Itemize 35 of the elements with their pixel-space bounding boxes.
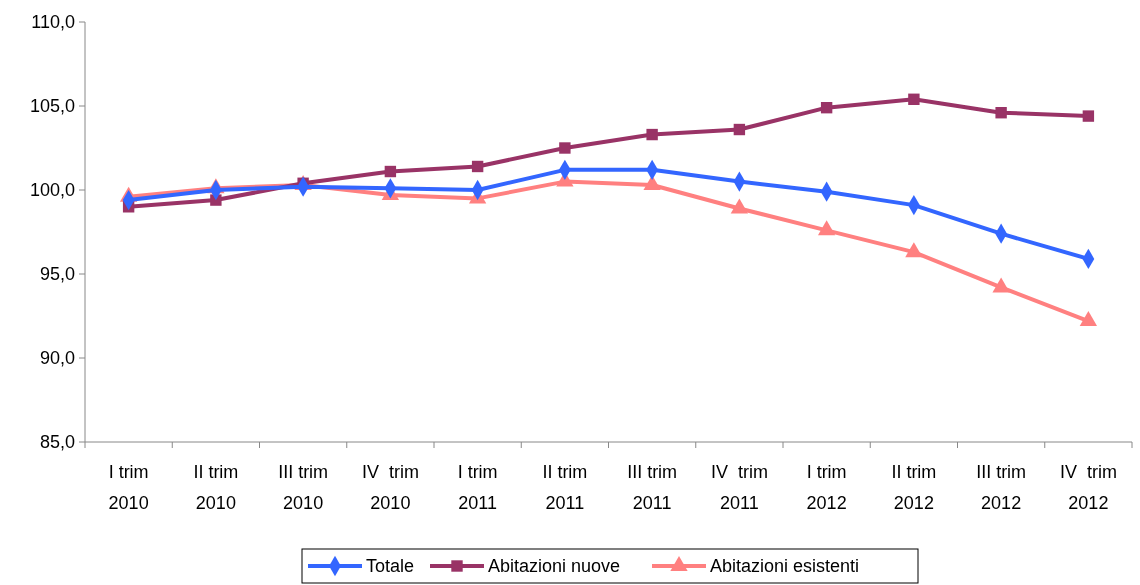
x-tick-label: IV trim 2012 [1059, 462, 1117, 513]
y-tick-label: 85,0 [39, 432, 75, 453]
point [992, 277, 1010, 293]
point [646, 128, 658, 141]
point [1079, 311, 1098, 327]
y-tick-label: 100,0 [29, 180, 75, 201]
point [908, 93, 920, 105]
x-tick-label: III trim 2012 [976, 462, 1027, 513]
x-tick-label: I trim 2012 [806, 462, 847, 513]
point [384, 165, 397, 178]
point [820, 101, 833, 114]
point [817, 220, 836, 236]
point [730, 198, 749, 214]
y-tick-label: 110,0 [31, 12, 75, 33]
x-tick-label: III trim 2010 [278, 462, 329, 513]
x-tick-label: II trim 2012 [891, 462, 937, 513]
point [995, 107, 1007, 119]
x-tick-label: III trim 2011 [627, 462, 678, 513]
y-tick-label: 95,0 [39, 264, 75, 285]
point [905, 242, 923, 258]
legend-label: Totale [366, 556, 415, 577]
point [1082, 110, 1095, 122]
x-tick-label: I trim 2010 [108, 462, 149, 513]
y-tick-label: 90,0 [39, 348, 75, 369]
x-tick-label: IV trim 2011 [710, 462, 768, 513]
y-tick-label: 105,0 [29, 96, 75, 117]
x-tick-label: I trim 2011 [457, 462, 498, 513]
legend-label: Abitazioni esistenti [710, 556, 860, 577]
point [559, 142, 571, 154]
point [471, 160, 484, 173]
legend-label: Abitazioni nuove [488, 556, 621, 577]
point [733, 123, 746, 136]
x-tick-label: II trim 2011 [542, 462, 588, 513]
x-tick-label: II trim 2010 [193, 462, 239, 513]
x-tick-label: IV trim 2010 [361, 462, 419, 513]
